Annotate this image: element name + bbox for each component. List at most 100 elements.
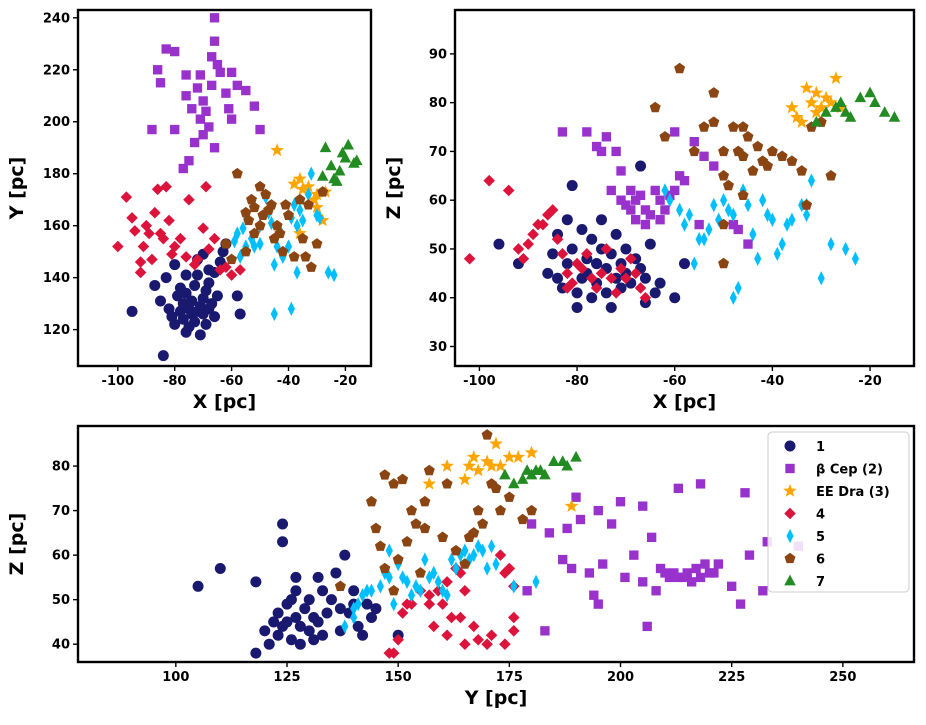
data-point-group-2 [544,528,555,538]
data-point-group-6 [747,165,759,176]
data-point-group-2 [582,127,592,137]
legend-marker-group-5 [786,528,794,544]
data-point-group-2 [611,146,621,157]
data-point-group-4 [485,629,498,642]
data-point-group-4 [149,206,161,219]
data-point-group-6 [288,251,300,262]
data-point-group-6 [737,150,749,161]
data-point-group-2 [743,239,753,249]
data-point-group-7 [333,164,346,176]
data-point-group-1 [561,258,573,270]
x-tick-label: 175 [496,670,523,685]
data-point-group-4 [625,252,637,265]
data-point-group-5 [705,222,713,237]
series-group-7 [316,138,363,186]
data-point-group-5 [676,202,684,218]
data-point-group-7 [878,106,891,117]
data-point-group-5 [724,202,733,218]
data-point-group-6 [414,567,426,578]
data-point-group-2 [621,200,631,210]
data-point-group-5 [304,187,312,202]
data-point-group-4 [423,589,436,601]
series-group-3 [422,436,579,512]
data-point-group-2 [596,146,607,157]
data-point-group-6 [472,504,484,516]
data-point-group-1 [180,269,192,281]
data-point-group-7 [325,159,337,171]
data-point-group-7 [339,151,352,163]
data-point-group-4 [208,232,221,245]
data-point-group-2 [198,130,208,140]
series-group-7 [499,450,582,489]
data-point-group-1 [126,305,138,317]
data-point-group-3 [829,71,843,85]
data-point-group-5 [754,251,762,266]
data-point-group-2 [593,599,603,609]
data-point-group-5 [447,552,456,567]
data-point-group-1 [231,290,243,302]
data-point-group-5 [532,574,540,589]
data-point-group-3 [814,100,829,114]
data-point-group-4 [600,243,613,255]
data-point-group-7 [844,110,857,122]
data-point-group-5 [324,265,332,280]
data-point-group-2 [195,70,205,80]
data-point-group-1 [561,214,573,226]
data-point-group-3 [502,450,517,463]
data-point-group-4 [143,227,155,240]
x-tick-label: 150 [385,670,412,685]
data-point-group-2 [201,106,211,117]
data-point-group-4 [197,222,209,235]
data-point-group-2 [593,505,603,516]
y-tick-label: 180 [43,167,70,182]
data-point-group-5 [710,197,718,213]
y-tick-label: 220 [43,63,70,78]
x-tick-label: -80 [163,374,187,389]
data-point-group-2 [728,219,739,230]
data-point-group-5 [778,236,786,252]
x-tick-label: -40 [277,374,301,389]
data-point-group-4 [432,584,444,597]
data-point-group-6 [786,155,798,166]
data-point-group-3 [489,436,503,450]
legend: 1 β Cep (2) EE Dra (3) 4 5 6 7 [767,431,910,593]
data-point-group-2 [713,559,724,569]
data-point-group-6 [517,513,529,525]
data-point-group-1 [586,233,598,245]
data-point-group-2 [630,195,641,205]
data-point-group-4 [137,240,150,253]
data-point-group-3 [484,458,499,472]
data-point-group-5 [483,561,491,576]
data-point-group-2 [181,91,191,101]
data-point-group-5 [247,231,256,246]
data-point-group-1 [263,638,275,650]
data-point-group-6 [762,160,773,171]
data-point-group-4 [168,240,181,253]
data-point-group-6 [254,180,266,192]
data-point-group-3 [295,182,310,196]
data-point-group-5 [443,588,451,603]
data-point-group-6 [240,245,252,257]
data-point-group-6 [388,584,400,596]
data-point-group-5 [685,207,693,222]
data-point-group-5 [434,574,442,589]
data-point-group-1 [189,316,201,328]
data-point-group-4 [585,272,598,284]
data-point-group-1 [290,571,302,583]
data-point-group-1 [157,350,169,362]
data-point-group-5 [827,236,835,252]
data-point-group-6 [688,145,700,157]
data-point-group-7 [508,477,520,489]
data-point-group-6 [481,429,493,440]
data-point-group-2 [645,210,655,220]
data-point-group-4 [220,261,232,274]
data-points [192,429,804,659]
data-point-group-3 [804,95,819,109]
data-point-group-2 [642,621,652,632]
data-point-group-1 [649,287,661,299]
data-point-group-3 [440,458,454,472]
data-point-group-5 [430,565,438,581]
data-point-group-1 [317,629,329,641]
x-tick-label: -60 [220,374,244,389]
data-point-group-3 [310,200,324,214]
